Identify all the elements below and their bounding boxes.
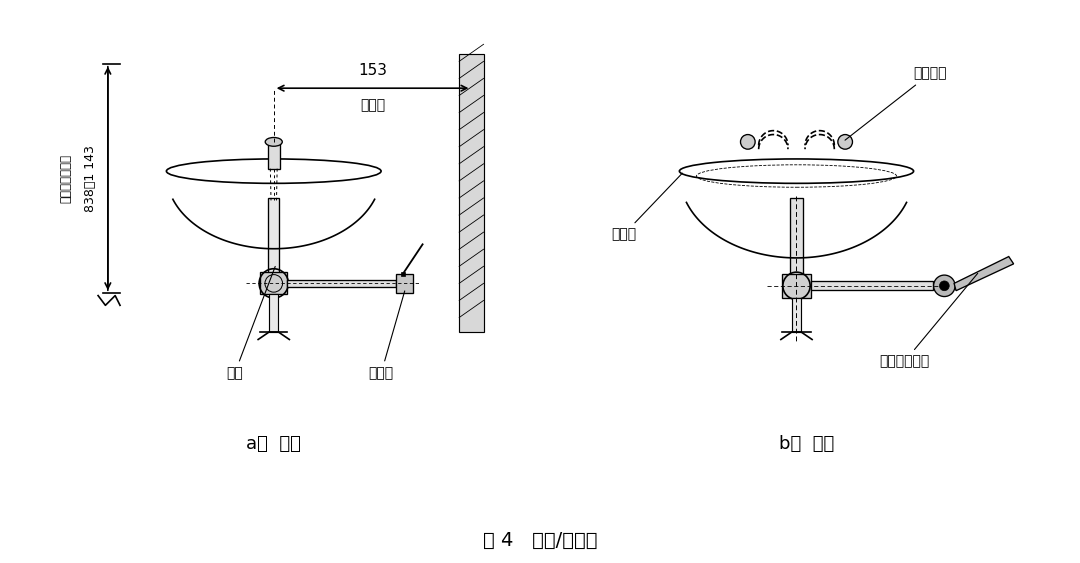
Bar bbox=[395, 274, 413, 293]
Text: 最小值: 最小值 bbox=[360, 98, 386, 112]
Text: 153: 153 bbox=[359, 64, 387, 78]
Polygon shape bbox=[954, 257, 1014, 291]
Bar bbox=[811, 282, 933, 290]
Text: 图 4   洗眼/洗脸器: 图 4 洗眼/洗脸器 bbox=[483, 531, 597, 550]
Bar bbox=[269, 294, 279, 332]
Text: 阀门驱动装置: 阀门驱动装置 bbox=[879, 273, 977, 368]
Text: 洗眼盆: 洗眼盆 bbox=[611, 173, 683, 242]
Circle shape bbox=[933, 275, 955, 297]
Bar bbox=[287, 280, 395, 287]
Circle shape bbox=[940, 281, 949, 291]
Bar bbox=[260, 272, 287, 294]
Bar bbox=[782, 274, 811, 298]
Text: b）  侧面: b） 侧面 bbox=[779, 435, 834, 453]
Bar bbox=[792, 298, 801, 332]
Text: 管道: 管道 bbox=[227, 266, 275, 381]
Bar bbox=[268, 142, 280, 169]
Text: 838～1 143: 838～1 143 bbox=[84, 145, 97, 212]
Text: 至使用者站立面: 至使用者站立面 bbox=[59, 154, 72, 203]
Circle shape bbox=[838, 135, 852, 149]
Circle shape bbox=[741, 135, 755, 149]
Bar bbox=[459, 54, 484, 332]
Bar bbox=[789, 198, 804, 283]
Text: 控制阀: 控制阀 bbox=[368, 291, 405, 381]
Bar bbox=[269, 198, 279, 283]
Text: a）  正面: a） 正面 bbox=[246, 435, 301, 453]
Ellipse shape bbox=[266, 137, 282, 146]
Text: 洗眼喷头: 洗眼喷头 bbox=[845, 66, 947, 140]
Bar bbox=[401, 272, 405, 275]
